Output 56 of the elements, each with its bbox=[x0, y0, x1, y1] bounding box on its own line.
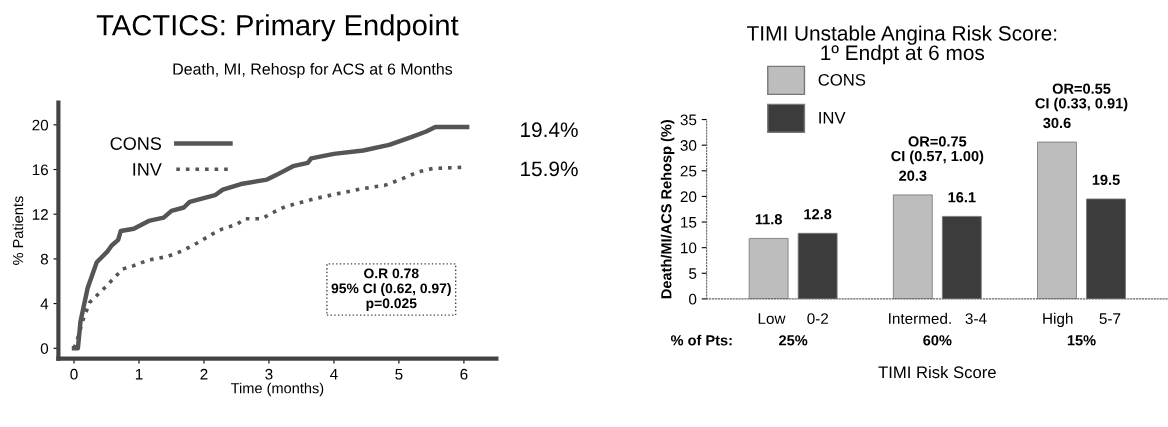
x-tick-label: 4 bbox=[330, 368, 338, 380]
y-tick-label: 20 bbox=[680, 191, 697, 203]
y-tick-label: 20 bbox=[32, 119, 49, 131]
y-tick-label: 10 bbox=[681, 242, 697, 254]
annotation: O.R 0.78 95% CI (0.62, 0.97) p=0.025 bbox=[331, 268, 451, 311]
text: 15% bbox=[1067, 335, 1096, 346]
legend-label: INV bbox=[133, 163, 162, 176]
y-tick-label: 12 bbox=[32, 209, 48, 220]
data-label: 12.8 bbox=[804, 208, 832, 220]
y-tick-label: 30 bbox=[680, 140, 697, 151]
data-label: 16.1 bbox=[948, 192, 976, 203]
x-axis-title: Time (months) bbox=[231, 382, 324, 397]
chart-title: TIMI Unstable Angina Risk Score: 1º Endpt at 6 mos bbox=[747, 25, 1057, 65]
data-label: 30.6 bbox=[1043, 117, 1071, 129]
bar bbox=[941, 215, 982, 299]
x-tick-label: Low 0-2 bbox=[758, 313, 829, 325]
annotation: 15.9% bbox=[521, 161, 578, 177]
bar bbox=[1086, 198, 1126, 299]
data-label: 11.8 bbox=[755, 214, 782, 225]
x-tick-label: Intermed. 3-4 bbox=[889, 312, 987, 325]
x-tick-label: 6 bbox=[460, 368, 468, 380]
y-tick-label: 8 bbox=[40, 253, 49, 265]
y-tick-label: 4 bbox=[40, 298, 49, 310]
y-tick-label: 5 bbox=[689, 268, 697, 279]
x-tick-label: 0 bbox=[70, 368, 78, 380]
annotation: OR=0.75 CI (0.57, 1.00) bbox=[891, 136, 984, 165]
bar bbox=[892, 194, 933, 299]
y-tick-label: 35 bbox=[680, 114, 697, 126]
x-tick-label: 1 bbox=[135, 368, 143, 380]
y-axis-title: % Patients bbox=[12, 196, 24, 265]
y-axis-title: Death/MI/ACS Rehosp (%) bbox=[660, 120, 675, 299]
text: OR=0.55 CI (0.33, 0.91) bbox=[1035, 83, 1128, 112]
x-tick-label: 2 bbox=[200, 368, 208, 380]
data-label: 19.5 bbox=[1092, 174, 1120, 185]
y-tick-label: 16 bbox=[32, 164, 49, 176]
bar bbox=[797, 232, 838, 299]
y-tick-label: 0 bbox=[40, 343, 49, 354]
x-axis-title: TIMI Risk Score bbox=[878, 365, 996, 379]
legend-label: INV bbox=[819, 112, 846, 124]
bar bbox=[748, 238, 789, 299]
chart-title: TACTICS: Primary Endpoint bbox=[96, 14, 459, 42]
y-tick-label: 15 bbox=[681, 217, 697, 228]
bar bbox=[1037, 141, 1077, 299]
data-label: 20.3 bbox=[899, 170, 927, 181]
chart-subtitle: Death, MI, Rehosp for ACS at 6 Months bbox=[173, 63, 453, 78]
x-tick-label: 3 bbox=[265, 368, 273, 380]
text: 25% bbox=[779, 335, 808, 346]
y-tick-label: 0 bbox=[689, 293, 697, 305]
text: % of Pts: bbox=[670, 334, 732, 346]
x-tick-label: 5 bbox=[395, 368, 403, 380]
text: 60% bbox=[923, 335, 952, 346]
legend-label: CONS bbox=[818, 73, 866, 86]
annotation: 19.4% bbox=[521, 122, 578, 138]
y-tick-label: 25 bbox=[680, 165, 697, 177]
legend-label: CONS bbox=[110, 137, 162, 150]
x-tick-label: High 5-7 bbox=[1043, 312, 1121, 328]
